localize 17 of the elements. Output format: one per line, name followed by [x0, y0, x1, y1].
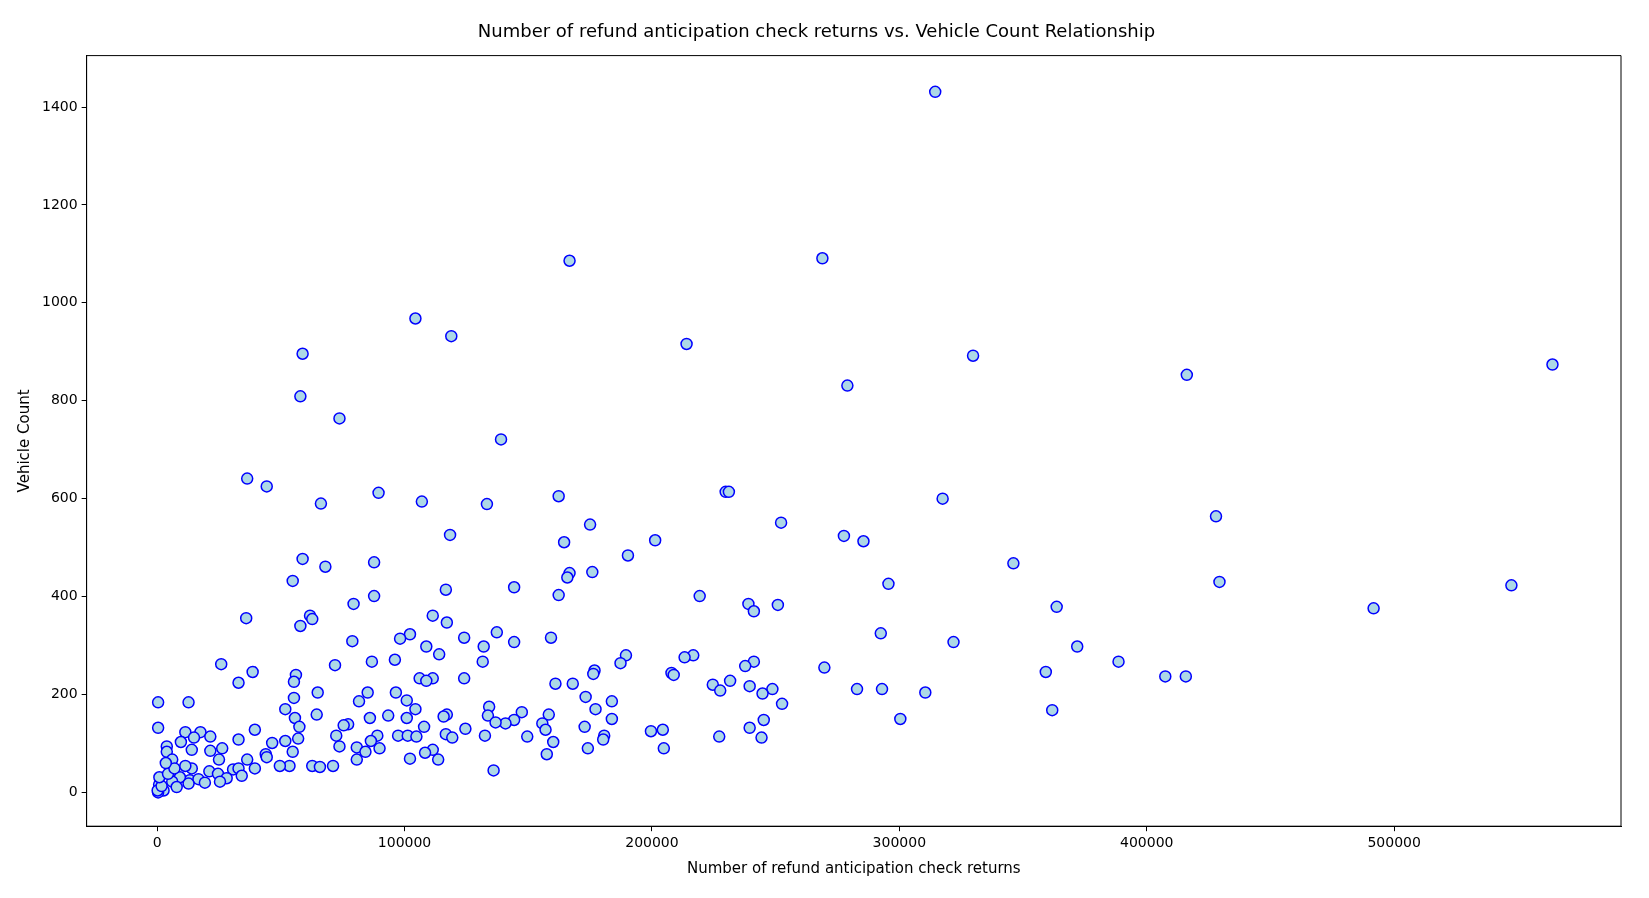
y-tick-label: 1200 — [41, 195, 78, 212]
y-tick-label: 600 — [50, 489, 78, 506]
x-tick-label: 0 — [152, 834, 162, 851]
y-tick-label: 0 — [68, 783, 78, 800]
y-tick-label: 800 — [50, 391, 78, 408]
chart-title: Number of refund anticipation check returns vs. Vehicle Count Relationship — [477, 20, 1156, 42]
y-axis-title: Vehicle Count — [14, 389, 33, 493]
y-tick-label: 200 — [50, 685, 78, 702]
y-tick-label: 1000 — [41, 293, 78, 310]
y-tick-label: 1400 — [41, 97, 78, 114]
x-tick-label: 400000 — [1120, 834, 1174, 851]
x-tick-label: 300000 — [872, 834, 927, 851]
x-axis-title: Number of refund anticipation check returns — [686, 858, 1021, 877]
x-tick-label: 200000 — [625, 834, 679, 851]
y-tick-label: 400 — [50, 587, 78, 604]
x-tick-label: 100000 — [377, 834, 432, 851]
x-tick-label: 500000 — [1367, 834, 1421, 851]
